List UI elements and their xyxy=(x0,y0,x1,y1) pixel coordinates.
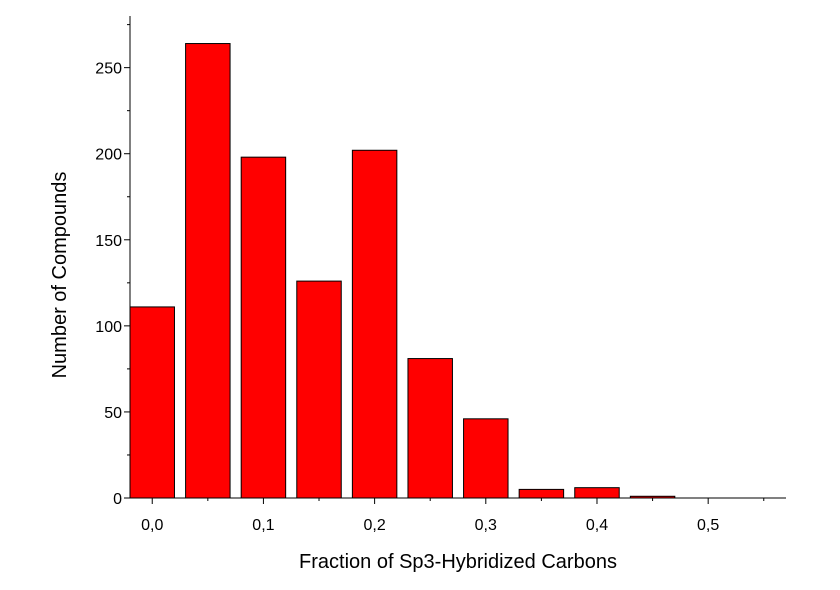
y-axis-title: Number of Compounds xyxy=(49,172,71,379)
bar-5 xyxy=(407,358,453,499)
bar-1 xyxy=(185,43,231,499)
bar-4 xyxy=(351,149,398,499)
y-tick-label: 100 xyxy=(95,319,122,336)
bar-0 xyxy=(129,306,175,499)
y-axis-ticks: 0 50 100 150 200 250 xyxy=(95,24,130,508)
bar-6 xyxy=(463,418,509,499)
bar-2 xyxy=(240,156,287,499)
y-tick-label: 200 xyxy=(95,147,122,164)
x-axis-title: Fraction of Sp3-Hybridized Carbons xyxy=(299,551,617,573)
y-tick-label: 50 xyxy=(104,405,122,422)
x-tick-label: 0,4 xyxy=(586,517,608,534)
x-tick-label: 0,0 xyxy=(141,517,163,534)
x-tick-label: 0,3 xyxy=(475,517,497,534)
y-tick-label: 150 xyxy=(95,233,122,250)
x-tick-label: 0,5 xyxy=(697,517,719,534)
bar-8 xyxy=(574,487,620,499)
x-tick-label: 0,2 xyxy=(363,517,385,534)
bar-7 xyxy=(518,488,565,499)
x-tick-label: 0,1 xyxy=(252,517,274,534)
bars-group xyxy=(129,43,676,499)
y-tick-label: 0 xyxy=(113,491,122,508)
x-axis-ticks: 0,0 0,1 0,2 0,3 0,4 0,5 xyxy=(141,498,765,534)
bar-3 xyxy=(296,280,342,499)
y-tick-label: 250 xyxy=(95,61,122,78)
